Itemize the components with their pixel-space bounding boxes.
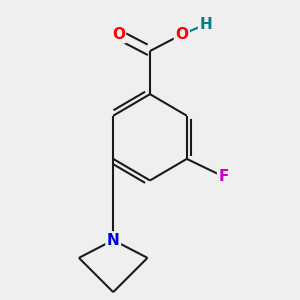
Text: O: O <box>112 27 125 42</box>
Text: N: N <box>107 232 120 247</box>
Text: F: F <box>218 169 229 184</box>
Text: O: O <box>175 27 188 42</box>
Text: H: H <box>200 17 212 32</box>
